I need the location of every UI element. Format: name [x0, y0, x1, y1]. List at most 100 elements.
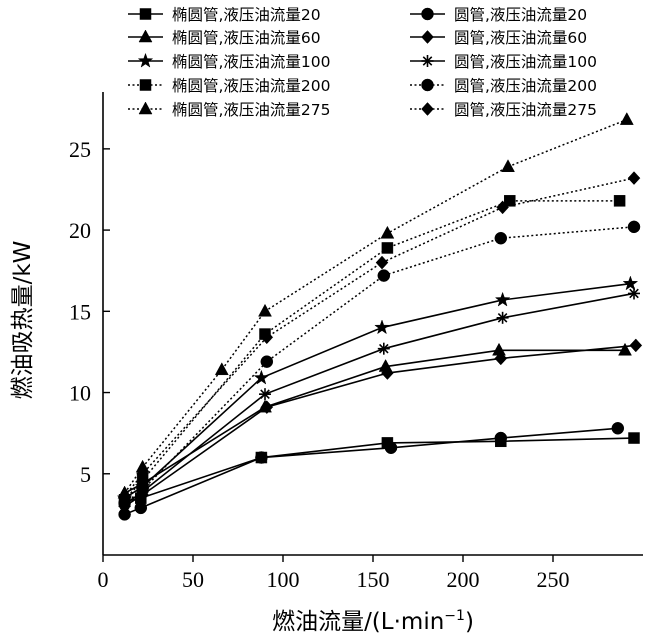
- legend-label: 椭圆管,液压油流量200: [172, 77, 331, 95]
- series-line: [124, 282, 631, 499]
- x-tick-label: 200: [447, 567, 480, 592]
- legend-label: 圆管,液压油流量275: [454, 101, 597, 119]
- legend-label: 圆管,液压油流量100: [454, 53, 597, 71]
- series-10: [118, 171, 641, 504]
- data-point-star: [253, 369, 270, 385]
- legend-marker-triangle: [138, 29, 153, 43]
- legend-marker-diamond: [421, 102, 434, 116]
- data-point-triangle: [492, 342, 506, 356]
- legend-marker-diamond: [421, 30, 434, 44]
- legend-item: 圆管,液压油流量275: [410, 101, 597, 119]
- data-point-diamond: [627, 171, 641, 185]
- x-tick-label: 150: [357, 567, 390, 592]
- data-point-circle: [627, 220, 641, 234]
- series-line: [124, 427, 618, 516]
- legend-marker-square: [139, 8, 152, 20]
- legend-label: 椭圆管,液压油流量275: [172, 101, 331, 119]
- data-point-star: [622, 275, 639, 291]
- legend-marker-star: [137, 52, 154, 68]
- data-point-circle: [136, 483, 149, 497]
- series-6: [118, 287, 640, 511]
- data-point-triangle: [258, 303, 272, 317]
- legend-item: 椭圆管,液压油流量200: [128, 77, 331, 95]
- data-point-star: [374, 319, 390, 335]
- data-point-diamond: [375, 255, 389, 270]
- legend-item: 圆管,液压油流量100: [410, 53, 597, 71]
- data-point-triangle: [501, 159, 515, 172]
- legend-marker-square: [139, 79, 152, 91]
- data-point-square: [628, 432, 640, 444]
- x-tick-label: 0: [98, 567, 109, 592]
- x-axis-title-sup: −1: [444, 608, 465, 624]
- data-point-square: [613, 195, 626, 207]
- x-tick-label: 250: [537, 567, 570, 592]
- series-group: [116, 112, 643, 521]
- legend-marker-circle: [421, 78, 434, 92]
- data-point-diamond: [494, 351, 508, 366]
- y-tick-label: 15: [69, 299, 91, 324]
- series-line: [123, 118, 628, 494]
- data-point-circle: [377, 269, 391, 282]
- series-line: [124, 349, 625, 494]
- data-point-asterisk: [628, 287, 640, 300]
- series-4: [118, 338, 643, 514]
- data-point-circle: [134, 501, 148, 515]
- data-point-diamond: [118, 489, 131, 504]
- x-axis-title: 燃油流量/(L·min−1): [272, 608, 474, 635]
- legend-item: 椭圆管,液压油流量60: [128, 29, 321, 47]
- data-point-square: [381, 242, 394, 254]
- y-tick-label: 10: [69, 381, 91, 406]
- legend-item: 椭圆管,液压油流量275: [128, 101, 331, 119]
- series-5: [116, 275, 639, 505]
- data-point-diamond: [136, 466, 149, 481]
- data-point-triangle: [619, 112, 634, 125]
- series-8: [118, 220, 641, 510]
- data-point-circle: [255, 451, 268, 464]
- x-tick-label: 50: [182, 567, 204, 592]
- plot-area: 0 50 100 150 200 250 5 10 15 20 25: [69, 92, 643, 592]
- data-point-star: [494, 291, 511, 307]
- series-3: [117, 342, 632, 499]
- legend-label: 圆管,液压油流量60: [454, 29, 587, 47]
- data-point-diamond: [260, 330, 274, 345]
- y-tick-label: 5: [80, 462, 91, 487]
- y-axis-title: 燃油吸热量/kW: [10, 241, 36, 400]
- x-axis-title-close: ): [465, 609, 474, 635]
- legend-label: 椭圆管,液压油流量100: [172, 53, 331, 71]
- legend-marker-asterisk: [421, 55, 434, 67]
- legend-item: 圆管,液压油流量200: [410, 77, 597, 95]
- series-2: [118, 422, 625, 521]
- data-point-triangle: [618, 342, 632, 356]
- data-point-circle: [494, 231, 508, 245]
- data-point-circle: [494, 431, 508, 445]
- legend-label: 椭圆管,液压油流量60: [172, 29, 321, 47]
- legend-label: 椭圆管,液压油流量20: [172, 6, 321, 24]
- y-ticks: 5 10 15 20 25: [69, 137, 110, 487]
- data-point-circle: [384, 441, 398, 455]
- data-point-diamond: [260, 400, 274, 415]
- x-tick-label: 100: [267, 567, 300, 592]
- y-tick-label: 25: [69, 137, 91, 162]
- data-point-circle: [611, 422, 625, 435]
- legend-item: 圆管,液压油流量60: [410, 29, 587, 47]
- legend-item: 圆管,液压油流量20: [410, 6, 587, 24]
- series-line: [124, 226, 635, 504]
- legend-label: 圆管,液压油流量200: [454, 77, 597, 95]
- data-point-triangle: [380, 225, 395, 239]
- data-point-diamond: [381, 366, 394, 380]
- legend-label: 圆管,液压油流量20: [454, 6, 587, 24]
- legend: 椭圆管,液压油流量20 圆管,液压油流量20 椭圆管,液压油流量60 圆管,液压油流量…: [128, 6, 597, 119]
- data-point-asterisk: [377, 342, 390, 355]
- legend-marker-triangle: [138, 101, 153, 115]
- data-point-diamond: [629, 338, 643, 353]
- series-1: [118, 432, 640, 508]
- series-line: [124, 177, 635, 497]
- legend-item: 椭圆管,液压油流量20: [128, 6, 321, 24]
- data-point-diamond: [496, 200, 509, 215]
- y-tick-label: 20: [69, 218, 91, 243]
- data-point-asterisk: [496, 311, 509, 324]
- legend-marker-circle: [421, 7, 434, 21]
- data-point-circle: [260, 355, 274, 368]
- x-ticks: 0 50 100 150 200 250: [98, 555, 570, 592]
